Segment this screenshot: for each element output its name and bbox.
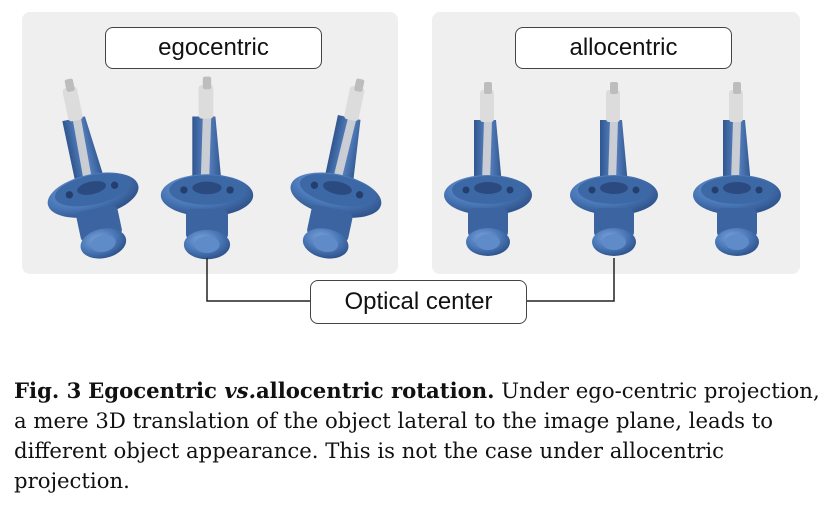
optical-center-line-right bbox=[525, 258, 615, 302]
optical-center-label: Optical center bbox=[310, 280, 527, 324]
allocentric-label: allocentric bbox=[515, 27, 732, 69]
optical-center-line-left bbox=[206, 258, 310, 302]
caption-title-vs: vs. bbox=[224, 378, 256, 403]
allo-object-right bbox=[693, 82, 781, 256]
figure-illustration bbox=[23, 69, 781, 302]
egocentric-label: egocentric bbox=[105, 27, 322, 69]
allo-object-center bbox=[570, 82, 658, 256]
caption-title-part1: Egocentric bbox=[88, 378, 225, 403]
caption-body: Under ego-centric projection, a mere 3D … bbox=[14, 378, 820, 493]
ego-object-center bbox=[160, 76, 254, 260]
caption-fig-number: Fig. 3 bbox=[14, 378, 82, 403]
ego-object-left bbox=[23, 69, 152, 268]
caption-title-part2: allocentric rotation. bbox=[255, 378, 495, 403]
figure-caption: Fig. 3 Egocentric vs.allocentric rotatio… bbox=[14, 376, 820, 496]
ego-object-right bbox=[277, 69, 406, 268]
allo-object-left bbox=[444, 82, 532, 256]
